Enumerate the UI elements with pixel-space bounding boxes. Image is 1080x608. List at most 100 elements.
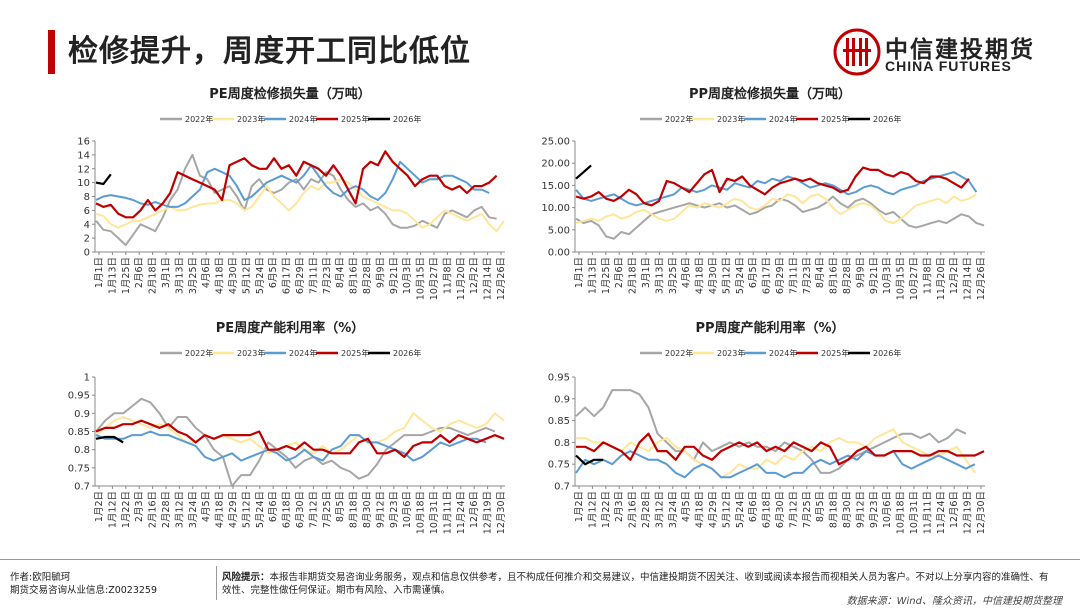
- x-tick-label: 6月30日: [775, 491, 786, 528]
- x-tick-label: 10月27日: [909, 257, 920, 300]
- legend-label: 2026年: [393, 348, 421, 358]
- x-tick-label: 7月11日: [788, 257, 799, 294]
- x-tick-label: 3月12日: [654, 491, 665, 528]
- x-tick-label: 1月25日: [121, 257, 132, 294]
- x-tick-label: 9月12日: [375, 491, 386, 528]
- x-tick-label: 8月4日: [815, 257, 826, 288]
- y-tick-label: 0.8: [74, 445, 90, 456]
- y-tick-label: 0.8: [554, 438, 570, 449]
- x-tick-label: 11月20日: [456, 257, 467, 300]
- author-info: 作者:欧阳毓珂 期货交易咨询从业信息:Z0023259: [10, 571, 157, 597]
- x-tick-label: 8月4日: [335, 257, 346, 288]
- x-tick-label: 9月23日: [389, 491, 400, 528]
- x-tick-label: 8月16日: [349, 257, 360, 294]
- x-tick-label: 2月16日: [148, 491, 159, 528]
- legend-label: 2026年: [873, 348, 901, 358]
- x-tick-label: 8月18日: [349, 491, 360, 528]
- x-tick-label: 10月3日: [402, 257, 413, 294]
- x-tick-label: 10月15日: [416, 257, 427, 300]
- x-tick-label: 1月12日: [107, 491, 118, 528]
- x-tick-label: 8月28日: [842, 257, 853, 294]
- x-tick-label: 2月28日: [161, 491, 172, 528]
- y-tick-label: 0.95: [548, 373, 570, 384]
- x-tick-label: 12月6日: [469, 491, 480, 528]
- x-tick-label: 10月3日: [882, 257, 893, 294]
- series-line-2026: [95, 173, 112, 186]
- y-tick-label: 25.00: [541, 137, 570, 148]
- y-tick-label: 15.00: [541, 181, 570, 192]
- x-tick-label: 7月11日: [308, 257, 319, 294]
- data-source: 数据来源：Wind、隆众资讯，中信建投期货整理: [846, 596, 1062, 607]
- x-tick-label: 4月30日: [228, 257, 239, 294]
- series-line-2022: [95, 397, 496, 487]
- legend-label: 2026年: [393, 114, 421, 124]
- x-tick-label: 5月12日: [241, 491, 252, 528]
- x-tick-label: 12月14日: [483, 257, 494, 300]
- x-tick-label: 10月18日: [896, 491, 907, 534]
- x-tick-label: 5月12日: [721, 491, 732, 528]
- y-tick-label: 8: [84, 192, 90, 203]
- series-line-2025: [576, 432, 985, 466]
- x-tick-label: 7月23日: [322, 257, 333, 294]
- x-tick-label: 3月1日: [161, 257, 172, 288]
- x-tick-label: 8月18日: [829, 491, 840, 528]
- y-tick-label: 1: [84, 373, 90, 384]
- x-tick-label: 3月12日: [174, 491, 185, 528]
- x-tick-label: 6月30日: [295, 491, 306, 528]
- series-line-2022: [575, 195, 985, 240]
- footer-divider-line: [0, 559, 1080, 560]
- series-line-2026: [575, 164, 592, 180]
- risk-text: 本报告非期货交易咨询业务服务，观点和信息仅供参考，且不构成任何推介和交易建议，中…: [222, 572, 1049, 596]
- x-tick-label: 3月13日: [654, 257, 665, 294]
- x-tick-label: 11月8日: [442, 257, 453, 294]
- x-tick-label: 4月30日: [708, 257, 719, 294]
- x-tick-label: 9月9日: [375, 257, 386, 288]
- x-tick-label: 6月17日: [282, 257, 293, 294]
- series-line-2023: [575, 193, 977, 225]
- x-tick-label: 4月6日: [201, 257, 212, 288]
- x-tick-label: 8月16日: [829, 257, 840, 294]
- legend-label: 2023年: [717, 114, 745, 124]
- x-tick-label: 7月23日: [802, 257, 813, 294]
- company-logo: 中信建投期货 CHINA FUTURES: [833, 28, 1033, 78]
- x-tick-label: 2月28日: [641, 491, 652, 528]
- y-tick-label: 0.00: [548, 248, 570, 259]
- chart-title: PP周度产能利用率（%）: [695, 320, 844, 336]
- x-tick-label: 6月29日: [295, 257, 306, 294]
- series-line-2024: [95, 160, 490, 208]
- logo-chinese-name: 中信建投期货: [885, 37, 1035, 63]
- x-tick-label: 11月20日: [936, 257, 947, 300]
- x-tick-label: 6月5日: [268, 257, 279, 288]
- x-tick-label: 11月11日: [922, 491, 933, 534]
- y-tick-label: 0.9: [554, 394, 570, 405]
- legend-label: 2024年: [769, 348, 797, 358]
- x-tick-label: 4月6日: [681, 257, 692, 288]
- chart-title: PE周度检修损失量（万吨）: [209, 86, 370, 102]
- x-tick-label: 12月19日: [483, 491, 494, 534]
- x-tick-label: 6月18日: [282, 491, 293, 528]
- y-tick-label: 16: [77, 137, 90, 148]
- x-tick-label: 4月5日: [201, 491, 212, 522]
- y-tick-label: 14: [77, 150, 90, 161]
- y-tick-label: 2: [84, 234, 90, 245]
- y-tick-label: 10.00: [541, 203, 570, 214]
- x-tick-label: 3月25日: [188, 257, 199, 294]
- x-tick-label: 6月17日: [762, 257, 773, 294]
- x-tick-label: 11月24日: [456, 491, 467, 534]
- x-tick-label: 4月5日: [681, 491, 692, 522]
- x-tick-label: 5月24日: [255, 491, 266, 528]
- x-tick-label: 4月29日: [708, 491, 719, 528]
- x-tick-label: 12月26日: [496, 257, 507, 300]
- x-tick-label: 4月18日: [215, 257, 226, 294]
- x-tick-label: 9月21日: [869, 257, 880, 294]
- legend-label: 2025年: [821, 348, 849, 358]
- series-line-2026: [575, 454, 604, 466]
- x-tick-label: 6月6日: [748, 491, 759, 522]
- x-tick-label: 7月25日: [802, 491, 813, 528]
- x-tick-label: 10月6日: [882, 491, 893, 528]
- y-tick-label: 0.75: [548, 460, 570, 471]
- x-tick-label: 4月18日: [215, 491, 226, 528]
- y-tick-label: 20.00: [541, 159, 570, 170]
- y-tick-label: 12: [77, 164, 90, 175]
- chart-title: PE周度产能利用率（%）: [216, 320, 364, 336]
